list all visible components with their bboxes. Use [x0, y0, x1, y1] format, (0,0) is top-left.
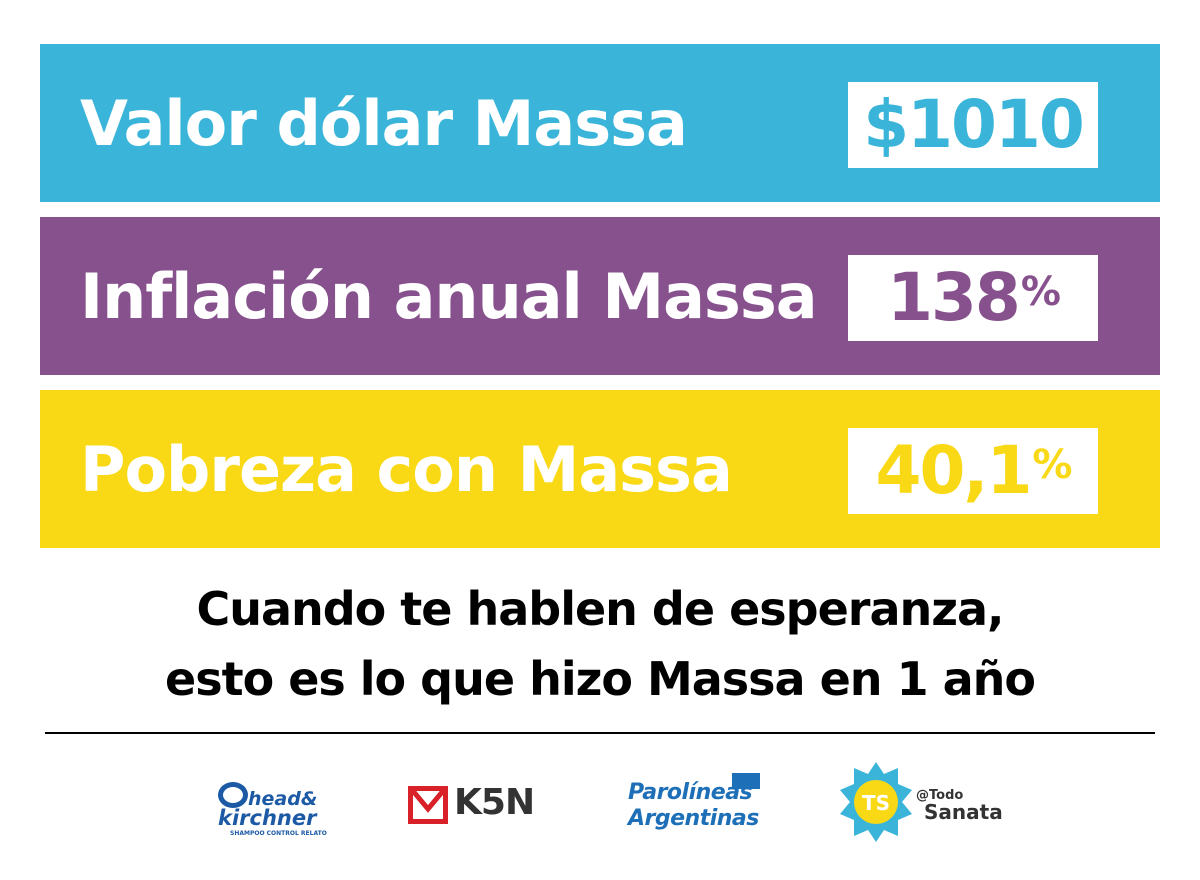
head-kirchner-line1: head& — [248, 788, 318, 810]
todo-sanata-logo: TS @Todo Sanata — [838, 760, 1018, 850]
poverty-box: 40,1 % — [848, 428, 1098, 514]
todo-sanata-handle: @Todo — [916, 788, 964, 803]
k5n-logo: K5N — [408, 760, 548, 850]
divider — [45, 732, 1155, 734]
dollar-value-label: Valor dólar Massa — [80, 86, 688, 160]
todo-sanata-badge-text: TS — [862, 791, 890, 815]
dollar-value-box: $1010 — [848, 82, 1098, 168]
k5n-text: K5N — [454, 782, 535, 823]
annual-inflation-value: 138 — [887, 259, 1021, 336]
annual-inflation-row: Inflación anual Massa 138 % — [40, 217, 1160, 375]
parolineas-flag-icon — [732, 773, 760, 789]
parolineas-line1: Parolíneas — [628, 780, 753, 805]
head-kirchner-swoosh-icon — [218, 782, 248, 808]
poverty-label: Pobreza con Massa — [80, 432, 733, 506]
parolineas-logo: Parolíneas Argentinas — [628, 760, 768, 850]
slogan-line-1: Cuando te hablen de esperanza, — [196, 582, 1004, 636]
parolineas-line2: Argentinas — [628, 806, 759, 831]
annual-inflation-box: 138 % — [848, 255, 1098, 341]
slogan-line-2: esto es lo que hizo Massa en 1 año — [165, 652, 1036, 706]
poverty-value: 40,1 — [875, 432, 1033, 509]
head-kirchner-logo: head& kirchner SHAMPOO CONTROL RELATO — [218, 760, 333, 850]
todo-sanata-name: Sanata — [924, 800, 1003, 824]
poverty-row: Pobreza con Massa 40,1 % — [40, 390, 1160, 548]
poverty-percent: % — [1032, 442, 1072, 488]
dollar-value: $1010 — [863, 86, 1085, 163]
annual-inflation-label: Inflación anual Massa — [80, 259, 818, 333]
dollar-value-row: Valor dólar Massa $1010 — [40, 44, 1160, 202]
logo-strip: head& kirchner SHAMPOO CONTROL RELATO K5… — [0, 760, 1200, 850]
head-kirchner-tagline: SHAMPOO CONTROL RELATO — [230, 830, 327, 837]
k5n-envelope-icon — [408, 786, 448, 824]
annual-inflation-percent: % — [1020, 269, 1061, 315]
head-kirchner-line2: kirchner — [218, 806, 317, 830]
todo-sanata-badge-icon: TS — [840, 762, 912, 842]
